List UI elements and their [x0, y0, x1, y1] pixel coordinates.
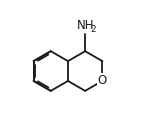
Text: NH: NH	[77, 19, 94, 32]
Text: 2: 2	[90, 25, 95, 34]
Text: O: O	[98, 74, 107, 88]
